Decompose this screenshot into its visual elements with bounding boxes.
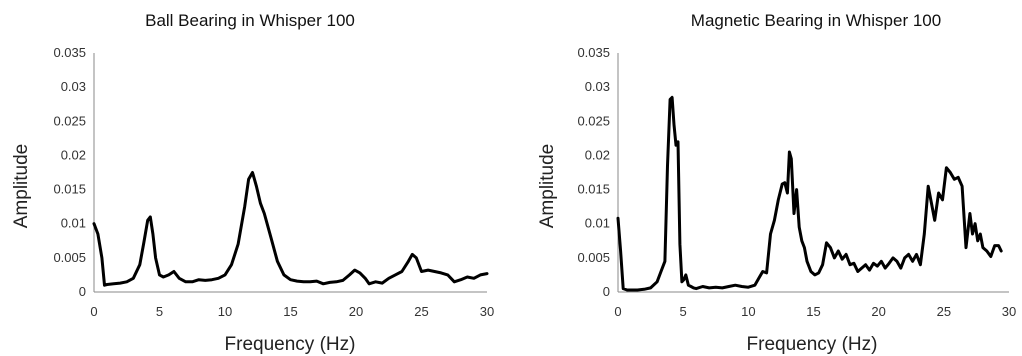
x-tick-label: 25 — [414, 304, 428, 319]
x-tick-label: 15 — [806, 304, 820, 319]
chart-title: Ball Bearing in Whisper 100 — [145, 11, 355, 30]
y-tick-label: 0.03 — [585, 79, 610, 94]
y-axis-label: Amplitude — [11, 144, 32, 229]
x-tick-label: 10 — [741, 304, 755, 319]
magnetic-bearing-chart: Magnetic Bearing in Whisper 100 Amplitud… — [537, 11, 1016, 355]
y-tick-label: 0.02 — [585, 147, 610, 162]
y-tick-label: 0.025 — [577, 113, 610, 128]
amplitude-series-line — [92, 171, 489, 287]
x-axis-label: Frequency (Hz) — [225, 334, 356, 355]
y-tick-label: 0.015 — [53, 182, 86, 197]
x-tick-label: 10 — [218, 304, 232, 319]
x-tick-label: 25 — [937, 304, 951, 319]
y-tick-label: 0.005 — [577, 250, 610, 265]
y-tick-label: 0.005 — [53, 250, 86, 265]
x-axis-label: Frequency (Hz) — [747, 334, 878, 355]
y-tick-label: 0.02 — [61, 147, 86, 162]
y-tick-label: 0 — [603, 284, 610, 299]
y-axis-label: Amplitude — [537, 144, 558, 229]
x-tick-label: 15 — [283, 304, 297, 319]
y-tick-label: 0.035 — [53, 45, 86, 60]
x-tick-label: 20 — [349, 304, 363, 319]
x-tick-label: 5 — [680, 304, 687, 319]
x-tick-label: 0 — [90, 304, 97, 319]
chart-panel-right: Magnetic Bearing in Whisper 100 Amplitud… — [511, 0, 1022, 356]
y-tick-label: 0.03 — [61, 79, 86, 94]
ball-bearing-chart: Ball Bearing in Whisper 100 Amplitude Fr… — [11, 11, 494, 355]
x-tick-label: 5 — [156, 304, 163, 319]
y-tick-labels: 0 0.005 0.01 0.015 0.02 0.025 0.03 0.035 — [577, 45, 610, 299]
amplitude-series-line — [616, 95, 1003, 292]
y-tick-label: 0 — [79, 284, 86, 299]
y-tick-label: 0.015 — [577, 182, 610, 197]
x-tick-labels: 0 5 10 15 20 25 30 — [90, 304, 494, 319]
x-tick-label: 0 — [614, 304, 621, 319]
x-tick-label: 30 — [480, 304, 494, 319]
y-tick-label: 0.035 — [577, 45, 610, 60]
y-tick-label: 0.01 — [585, 216, 610, 231]
y-tick-labels: 0 0.005 0.01 0.015 0.02 0.025 0.03 0.035 — [53, 45, 86, 299]
y-tick-label: 0.025 — [53, 113, 86, 128]
y-tick-label: 0.01 — [61, 216, 86, 231]
x-tick-label: 30 — [1002, 304, 1016, 319]
x-tick-labels: 0 5 10 15 20 25 30 — [614, 304, 1016, 319]
chart-panel-left: Ball Bearing in Whisper 100 Amplitude Fr… — [11, 11, 494, 355]
x-tick-label: 20 — [871, 304, 885, 319]
chart-title: Magnetic Bearing in Whisper 100 — [691, 11, 941, 30]
